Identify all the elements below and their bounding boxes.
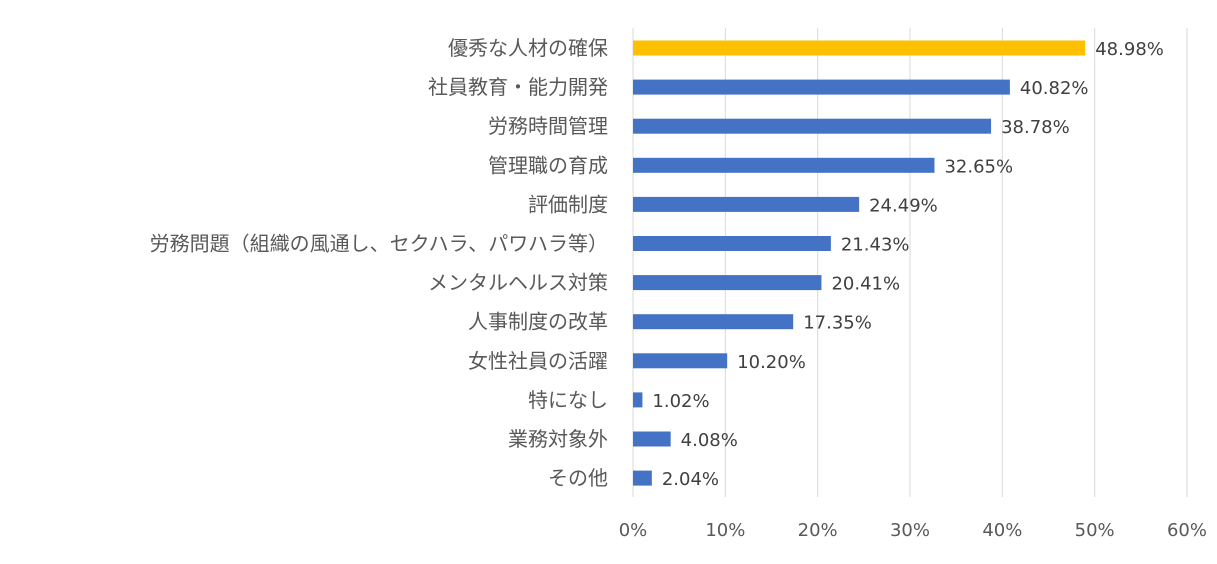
data-label: 1.02%	[652, 391, 709, 412]
data-label: 38.78%	[1001, 117, 1070, 138]
x-tick-label: 40%	[982, 520, 1022, 541]
bar	[633, 275, 822, 291]
category-label: 女性社員の活躍	[468, 349, 608, 373]
category-label: 管理職の育成	[488, 153, 608, 177]
category-label: 特になし	[528, 388, 608, 412]
category-label: 評価制度	[528, 192, 608, 216]
bar	[633, 470, 652, 486]
data-label: 10.20%	[737, 352, 806, 373]
bar	[633, 236, 831, 251]
data-label: 40.82%	[1020, 78, 1089, 99]
category-labels: 優秀な人材の確保社員教育・能力開発労務時間管理管理職の育成評価制度労務問題（組織…	[150, 36, 608, 490]
bar	[633, 196, 860, 212]
bar	[633, 392, 643, 408]
bar	[633, 431, 671, 447]
data-label: 17.35%	[803, 313, 872, 334]
bar	[633, 40, 1086, 56]
data-label: 4.08%	[681, 430, 738, 451]
category-label: 社員教育・能力開発	[428, 75, 608, 99]
x-axis-ticks: 0% 10% 20% 30% 40% 50% 60%	[619, 520, 1207, 541]
x-tick-label: 50%	[1075, 520, 1115, 541]
bar	[633, 314, 794, 330]
gridlines	[632, 28, 1188, 497]
bar	[633, 79, 1010, 95]
x-tick-label: 10%	[705, 520, 745, 541]
x-tick-label: 60%	[1167, 520, 1207, 541]
category-label: 業務対象外	[508, 427, 608, 451]
bars	[633, 40, 1086, 486]
x-tick-label: 20%	[798, 520, 838, 541]
x-tick-label: 0%	[619, 520, 648, 541]
data-label: 21.43%	[841, 235, 910, 256]
bar	[633, 157, 935, 173]
value-labels: 48.98% 40.82% 38.78% 32.65% 24.49% 21.43% 20.4…	[652, 39, 1163, 490]
x-tick-label: 30%	[890, 520, 930, 541]
category-label: その他	[548, 466, 608, 490]
data-label: 32.65%	[944, 156, 1013, 177]
category-label: メンタルヘルス対策	[428, 271, 608, 295]
data-label: 48.98%	[1095, 39, 1164, 60]
category-label: 労務時間管理	[488, 114, 608, 138]
bar	[633, 118, 992, 134]
category-label: 労務問題（組織の風通し、セクハラ、パワハラ等）	[150, 232, 608, 256]
category-label: 人事制度の改革	[468, 310, 608, 334]
data-label: 20.41%	[831, 274, 900, 295]
data-label: 24.49%	[869, 195, 938, 216]
category-label: 優秀な人材の確保	[448, 36, 608, 60]
bar	[633, 353, 728, 369]
data-label: 2.04%	[662, 469, 719, 490]
